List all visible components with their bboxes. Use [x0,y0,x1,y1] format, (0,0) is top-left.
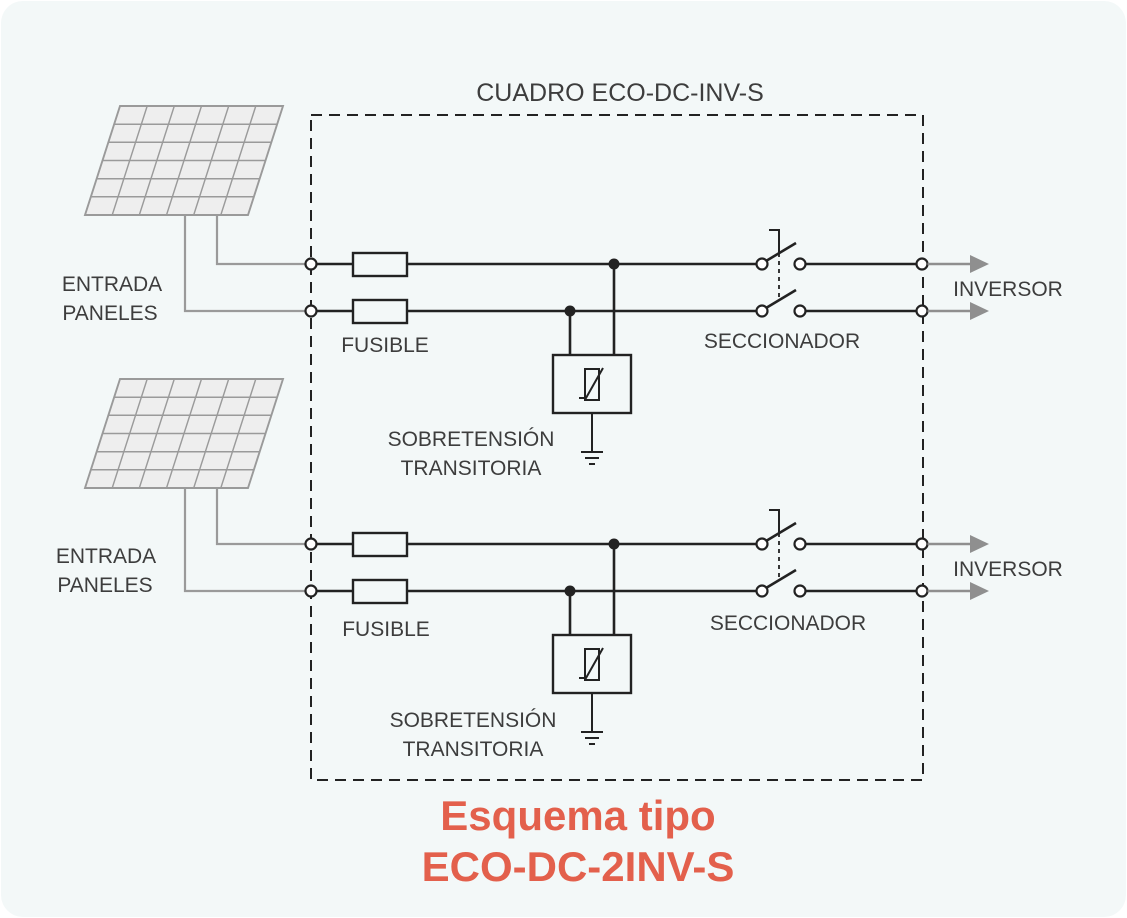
surge-label-line1: SOBRETENSIÓN [388,428,555,451]
switch-handle [769,509,780,533]
input-terminal-positive [304,537,318,551]
output-terminal-positive [915,257,929,271]
input-label-line2: PANELES [62,302,157,325]
output-arrowhead-positive [970,255,989,273]
switch-blade-positive [765,521,797,543]
fuse-icon-negative [351,298,409,325]
switch-contact-in-negative [755,584,769,598]
switch-blade-positive [765,241,797,263]
solar-panel-icon [83,105,285,216]
output-terminal-positive [915,537,929,551]
panel-wire-positive [215,215,305,266]
arrow-right-icon [927,255,989,320]
disconnect-switch-icon [755,509,807,598]
disconnect-switch-icon [755,229,807,318]
caption-line2: ECO-DC-2INV-S [422,843,735,890]
varistor-slash [579,647,604,679]
fuse-icon-positive [351,251,409,278]
surge-label-line2: TRANSITORIA [401,457,542,480]
input-label-line1: ENTRADA [56,545,156,568]
fuse-label: FUSIBLE [342,618,430,641]
varistor-icon [579,647,604,681]
output-label: INVERSOR [953,558,1063,581]
output-terminal-negative [915,304,929,318]
varistor-body [584,648,600,681]
switch-label: SECCIONADOR [710,612,866,635]
ground-icon [581,413,603,465]
fuse-icon-negative [351,578,409,605]
solar-panel-cells [90,379,278,488]
solar-panel-cells [90,106,278,215]
varistor-slash [579,367,604,399]
switch-contact-out-negative [793,584,807,598]
switch-contact-in-positive [755,257,769,271]
ground-icon [581,693,603,745]
switch-blade-negative [765,288,797,310]
caption-line1: Esquema tipo [440,792,715,839]
ground-bars [581,451,603,465]
input-terminal-negative [304,584,318,598]
output-terminal-negative [915,584,929,598]
output-label: INVERSOR [953,278,1063,301]
fuse-icon-positive [351,531,409,558]
fuse-label: FUSIBLE [341,334,429,357]
circuit-1: ENTRADA PANELES FUSIBLE SOBRETENSIÓN TRA… [62,105,1063,480]
input-label-line2: PANELES [57,574,152,597]
surge-label-line1: SOBRETENSIÓN [390,709,557,732]
varistor-body [584,368,600,401]
switch-blade-negative [765,568,797,590]
switch-contact-out-negative [793,304,807,318]
input-terminal-positive [304,257,318,271]
switch-label: SECCIONADOR [704,330,860,353]
switch-contact-out-positive [793,537,807,551]
arrow-right-icon [927,535,989,600]
input-terminal-negative [304,304,318,318]
surge-label-line2: TRANSITORIA [403,738,544,761]
varistor-icon [579,367,604,401]
output-arrowhead-negative [970,302,989,320]
switch-handle [769,229,780,253]
input-label-line1: ENTRADA [62,273,162,296]
output-arrowhead-positive [970,535,989,553]
panel-wire-negative [183,488,305,593]
switch-contact-in-negative [755,304,769,318]
solar-panel-icon [83,378,285,489]
output-arrowhead-negative [970,582,989,600]
enclosure-boundary [310,114,924,781]
ground-bars [581,731,603,745]
panel-wire-negative [183,215,305,313]
enclosure-title: CUADRO ECO-DC-INV-S [476,79,764,107]
panel-wire-positive [215,488,305,546]
circuit-2: ENTRADA PANELES FUSIBLE SOBRETENSIÓN TRA… [56,378,1063,761]
switch-contact-in-positive [755,537,769,551]
switch-contact-out-positive [793,257,807,271]
